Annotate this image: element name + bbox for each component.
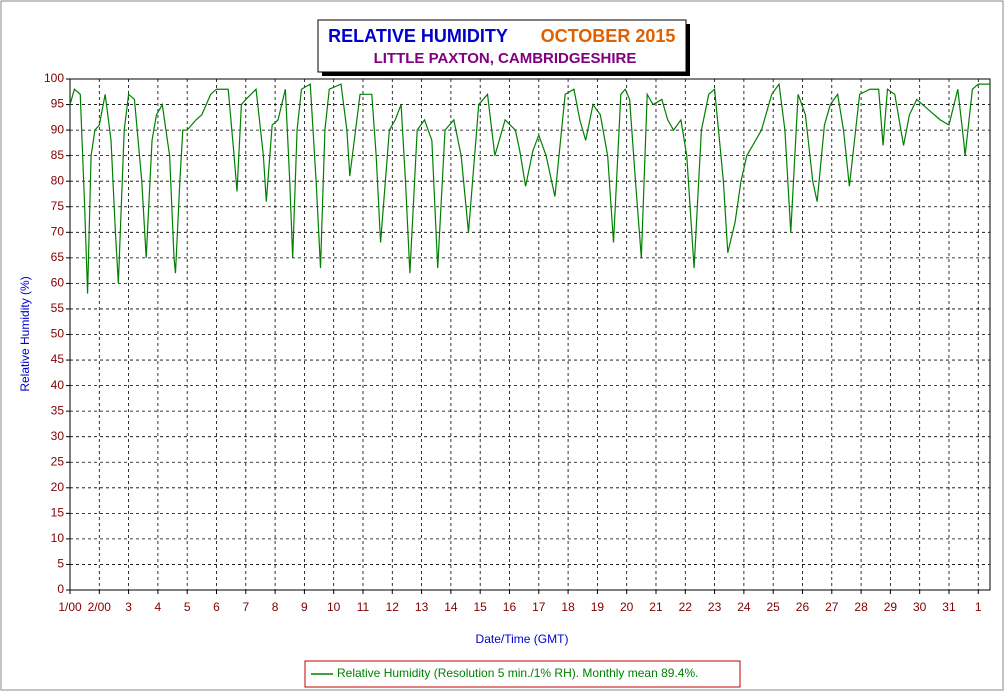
x-tick-label: 22 — [679, 600, 693, 614]
x-tick-label: 11 — [357, 600, 370, 614]
x-tick-label: 2/00 — [88, 600, 112, 614]
chart-subtitle: LITTLE PAXTON, CAMBRIDGESHIRE — [374, 50, 637, 67]
x-tick-label: 25 — [767, 600, 781, 614]
y-tick-label: 25 — [51, 454, 65, 468]
x-tick-label: 31 — [942, 600, 956, 614]
title-box — [317, 19, 687, 73]
x-tick-label: 29 — [884, 600, 898, 614]
x-tick-label: 12 — [386, 600, 400, 614]
x-tick-label: 15 — [474, 600, 488, 614]
y-tick-label: 75 — [51, 199, 65, 213]
y-tick-label: 50 — [51, 327, 65, 341]
y-tick-label: 60 — [51, 276, 65, 290]
y-tick-label: 95 — [51, 97, 65, 111]
x-tick-label: 13 — [415, 600, 429, 614]
x-tick-label: 19 — [591, 600, 605, 614]
x-tick-label: 24 — [737, 600, 751, 614]
x-tick-label: 1 — [975, 600, 982, 614]
x-tick-label: 17 — [532, 600, 546, 614]
y-tick-label: 10 — [51, 531, 65, 545]
x-tick-label: 6 — [213, 600, 220, 614]
x-tick-label: 18 — [561, 600, 575, 614]
x-tick-label: 21 — [649, 600, 663, 614]
x-tick-label: 26 — [796, 600, 810, 614]
y-tick-label: 55 — [51, 301, 65, 315]
x-tick-label: 16 — [503, 600, 517, 614]
y-tick-label: 65 — [51, 250, 65, 264]
legend-label: Relative Humidity (Resolution 5 min./1% … — [337, 666, 698, 680]
x-tick-label: 14 — [444, 600, 458, 614]
x-tick-label: 4 — [155, 600, 162, 614]
x-tick-label: 8 — [272, 600, 279, 614]
x-tick-label: 1/00 — [58, 600, 82, 614]
y-tick-label: 5 — [57, 557, 64, 571]
x-axis-label: Date/Time (GMT) — [476, 632, 569, 646]
x-tick-label: 20 — [620, 600, 634, 614]
y-tick-label: 90 — [51, 122, 65, 136]
y-tick-label: 70 — [51, 224, 65, 238]
x-tick-label: 23 — [708, 600, 722, 614]
y-axis-label: Relative Humidity (%) — [18, 276, 32, 391]
y-tick-label: 100 — [44, 71, 64, 85]
y-tick-label: 15 — [51, 506, 65, 520]
y-tick-label: 85 — [51, 148, 65, 162]
legend-box — [304, 660, 741, 688]
y-tick-label: 30 — [51, 429, 65, 443]
x-tick-label: 3 — [125, 600, 132, 614]
x-tick-label: 7 — [242, 600, 249, 614]
y-tick-label: 0 — [57, 582, 64, 596]
x-tick-label: 27 — [825, 600, 839, 614]
y-tick-label: 40 — [51, 378, 65, 392]
y-tick-label: 35 — [51, 403, 65, 417]
x-tick-label: 5 — [184, 600, 191, 614]
x-tick-label: 28 — [854, 600, 868, 614]
x-tick-label: 9 — [301, 600, 308, 614]
y-tick-label: 45 — [51, 352, 65, 366]
y-tick-label: 80 — [51, 173, 65, 187]
y-tick-label: 20 — [51, 480, 65, 494]
x-tick-label: 30 — [913, 600, 927, 614]
x-tick-label: 10 — [327, 600, 341, 614]
data-line — [69, 82, 990, 294]
chart-title-date: OCTOBER 2015 — [541, 26, 676, 46]
chart-title: RELATIVE HUMIDITY — [328, 26, 508, 46]
